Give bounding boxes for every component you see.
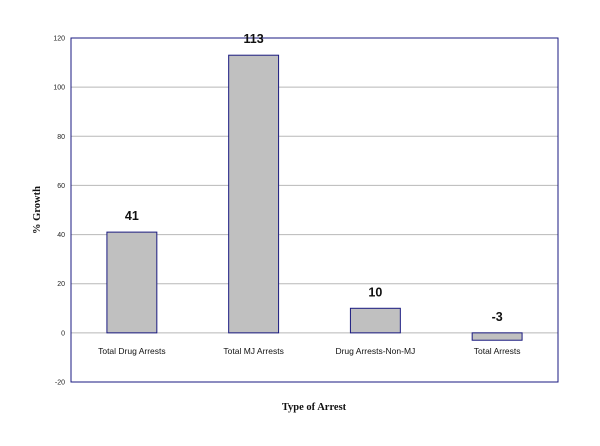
plot-area-border	[70, 37, 559, 383]
category-label: Total Arrests	[474, 346, 521, 356]
category-label: Total Drug Arrests	[98, 346, 166, 356]
y-tick-label: 120	[53, 36, 65, 43]
x-axis-category-labels: Total Drug Arrests Total MJ Arrests Drug A…	[98, 346, 520, 356]
y-tick-label: 0	[61, 330, 65, 337]
y-axis-title: % Growth	[32, 186, 43, 234]
y-tick-label: 100	[53, 85, 65, 92]
data-labels: 41 113 10 -3	[125, 32, 503, 324]
category-label: Drug Arrests-Non-MJ	[335, 346, 415, 356]
data-label: 113	[244, 32, 264, 46]
bar	[228, 54, 280, 334]
bars	[106, 54, 523, 341]
y-tick-label: 40	[57, 232, 65, 239]
x-axis-title: Type of Arrest	[282, 402, 347, 413]
bar	[349, 307, 401, 334]
y-tick-label: 60	[57, 183, 65, 190]
data-label: -3	[492, 310, 503, 324]
category-label: Total MJ Arrests	[223, 346, 283, 356]
bar	[471, 332, 523, 341]
data-label: 10	[368, 285, 382, 299]
y-tick-label: 80	[57, 134, 65, 141]
y-tick-label: -20	[55, 380, 65, 387]
y-axis-tick-labels: -20 0 20 40 60 80 100 120	[53, 36, 65, 387]
bar	[106, 231, 158, 334]
data-label: 41	[125, 209, 139, 223]
y-tick-label: 20	[57, 281, 65, 288]
